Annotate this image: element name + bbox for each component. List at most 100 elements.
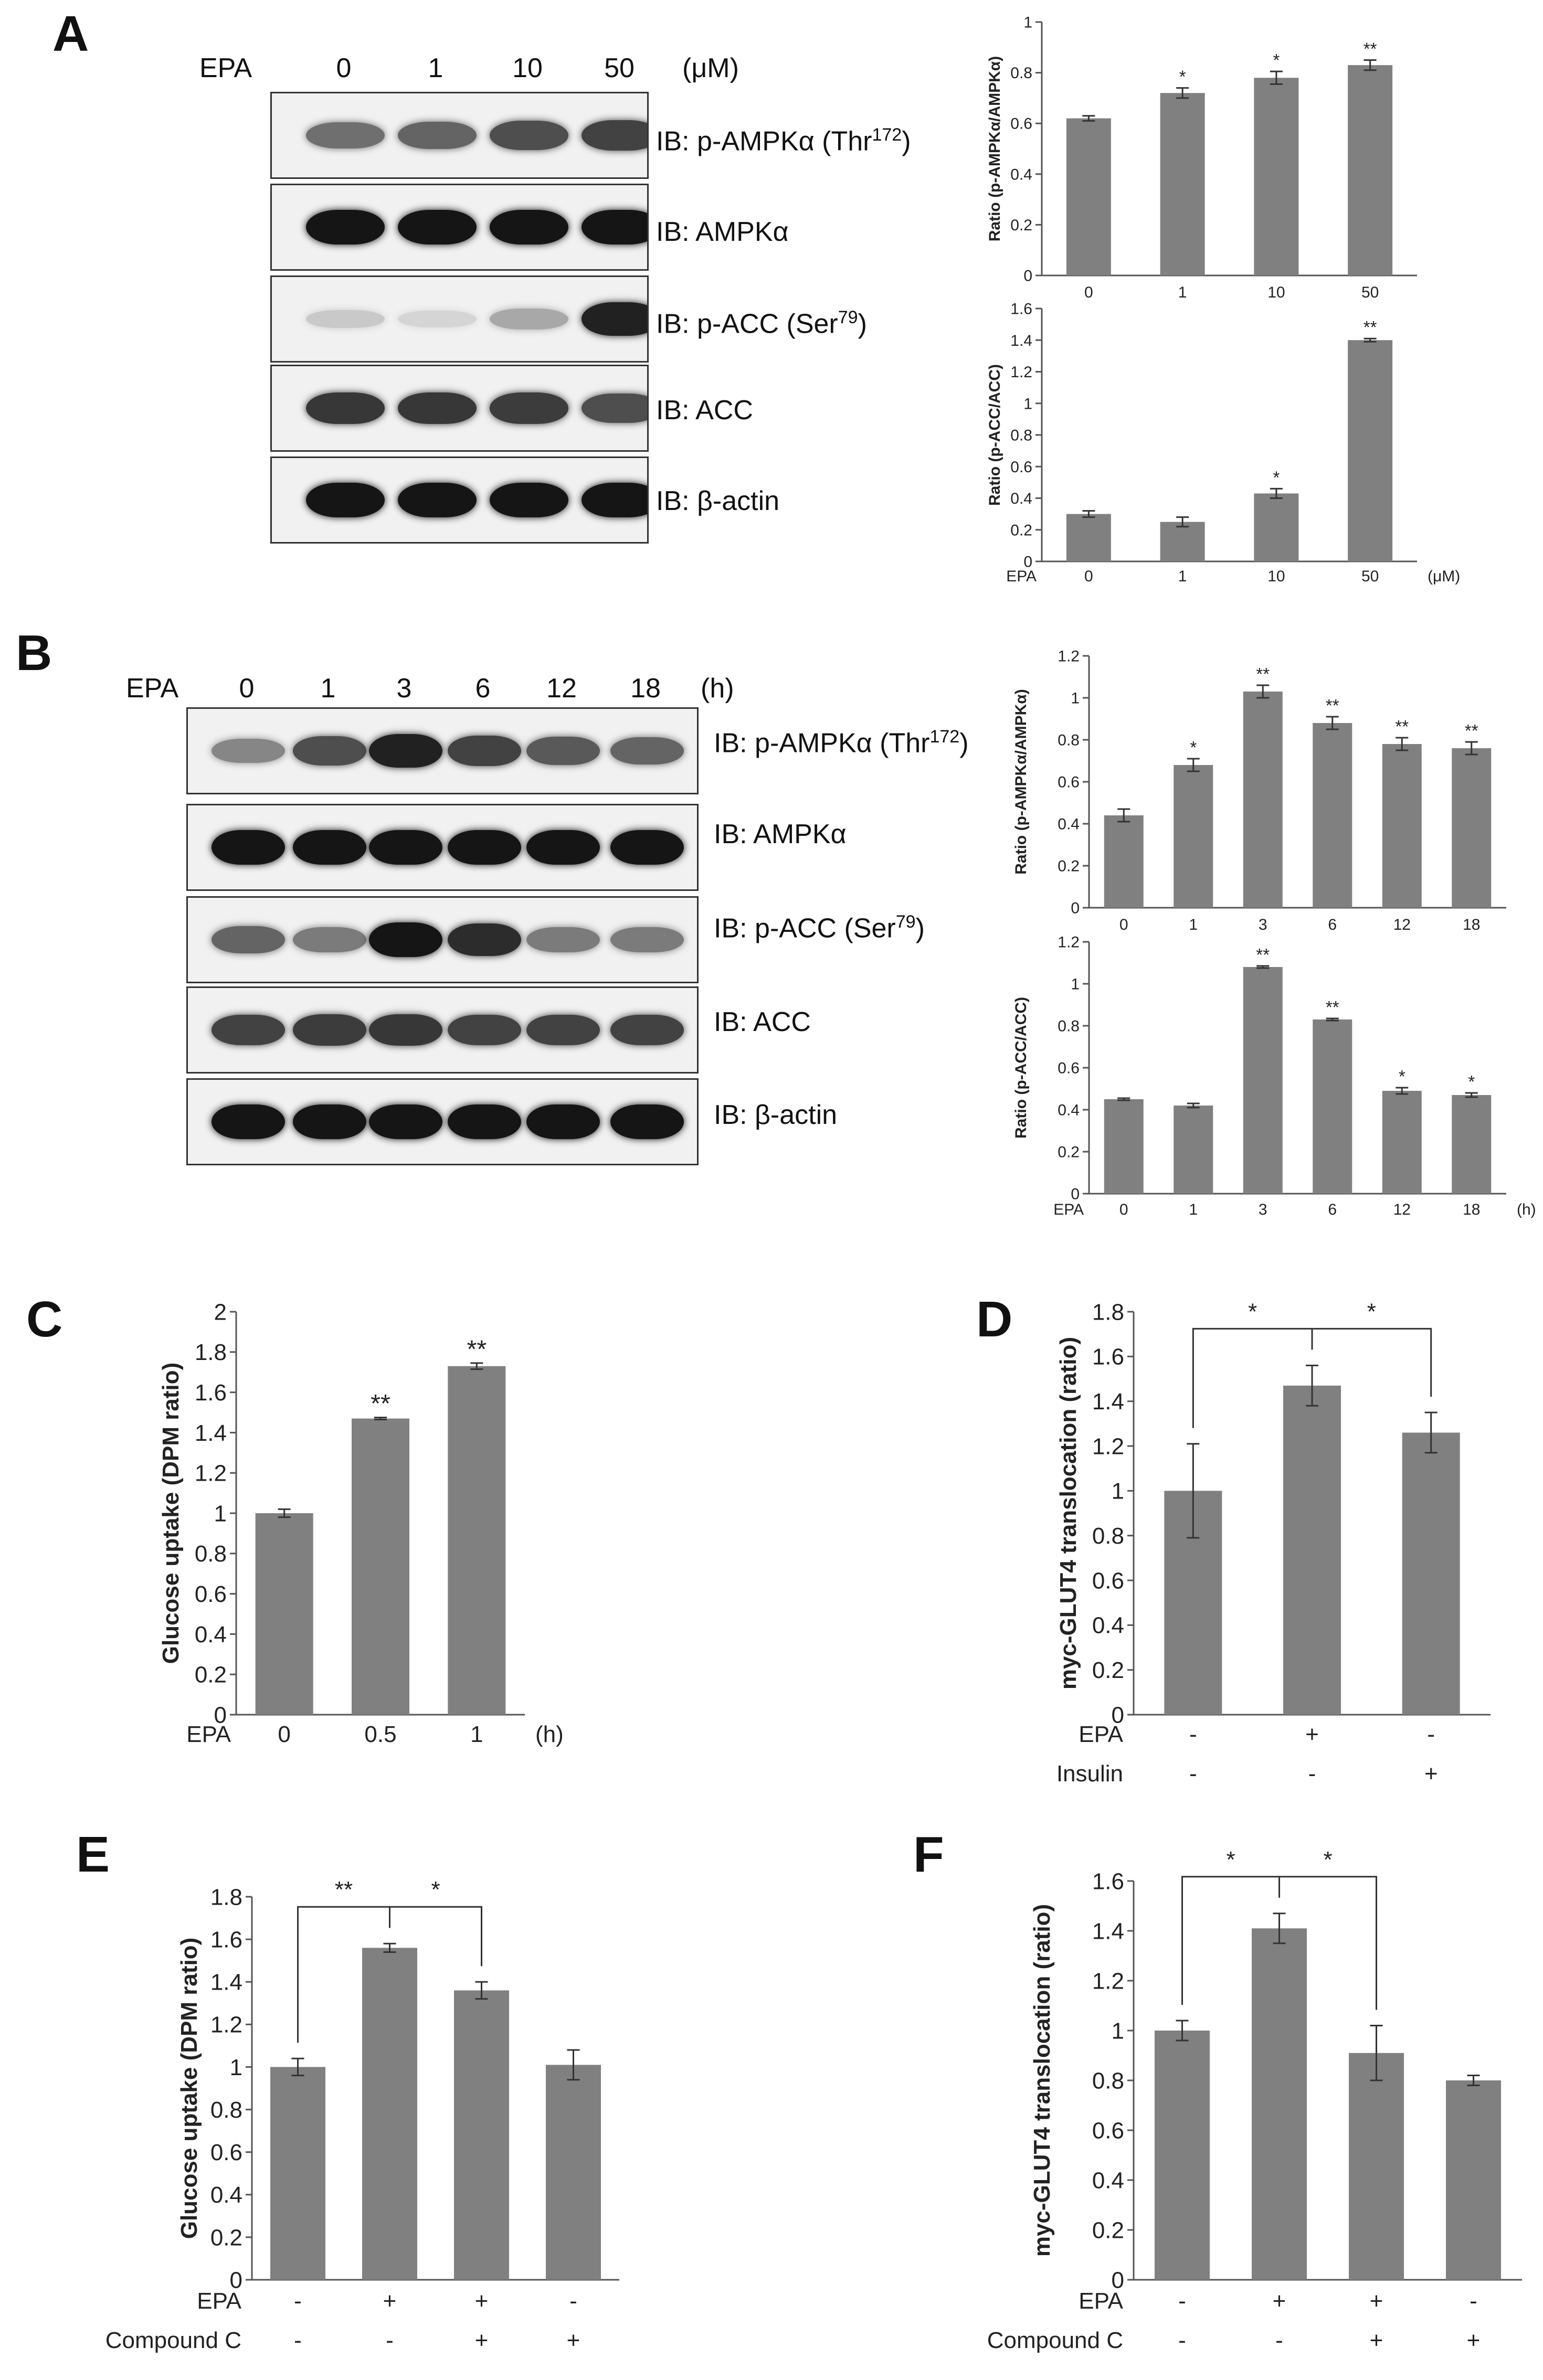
blot-b-band — [212, 830, 285, 865]
blot-a-band — [306, 392, 385, 424]
chart-a-bottom-significance-star: * — [1273, 468, 1280, 487]
chart-a-bottom-x-tick-label: 1 — [1178, 568, 1187, 585]
chart-b-top-y-tick-label: 0.4 — [1058, 816, 1080, 833]
chart-e-bar — [546, 2065, 601, 2280]
chart-b-bottom-bar — [1452, 1095, 1492, 1194]
blot-b-band — [448, 830, 521, 865]
blot-b-band — [212, 1015, 285, 1045]
chart-b-top-y-tick-label: 0 — [1071, 900, 1080, 917]
chart-b-bottom-x-tick-label: 6 — [1328, 1201, 1337, 1218]
blot-b-band — [369, 734, 442, 768]
chart-f-condition-sign: + — [1370, 2288, 1383, 2314]
chart-c-y-axis-label: Glucose uptake (DPM ratio) — [158, 1363, 184, 1664]
chart-f-significance-bracket — [1278, 1876, 1377, 2010]
chart-b-top-x-tick-label: 18 — [1463, 916, 1480, 933]
chart-c-bar — [448, 1366, 506, 1715]
blot-b-band — [293, 1014, 366, 1046]
blot-a-band — [490, 210, 568, 245]
chart-a-bottom-x-tick-label: 50 — [1361, 568, 1379, 585]
blot-b-band — [293, 736, 366, 766]
chart-b-bottom-x-tick-label: 1 — [1189, 1201, 1198, 1218]
blot-a-membrane-row — [270, 365, 649, 452]
chart-b-bottom-y-tick-label: 0.8 — [1058, 1018, 1080, 1035]
chart-e-condition-sign: + — [383, 2288, 397, 2314]
chart-a-top-y-tick-label: 0.2 — [1010, 217, 1032, 234]
blot-b-ib-label: IB: p-ACC (Ser79) — [714, 912, 925, 944]
chart-c-bar — [255, 1513, 313, 1715]
chart-d-condition-sign: - — [1427, 1722, 1435, 1747]
chart-d-condition-sign: - — [1308, 1761, 1316, 1787]
chart-e-y-tick-label: 1.2 — [210, 2012, 242, 2038]
blot-b-band — [610, 830, 684, 865]
chart-e-significance-label: ** — [335, 1877, 353, 1903]
blot-a-band — [306, 122, 385, 148]
chart-f-condition-name: EPA — [1079, 2288, 1123, 2314]
chart-f-significance-label: * — [1323, 1847, 1332, 1873]
chart-e-condition-name: Compound C — [105, 2328, 241, 2353]
blot-a-lane-label: 0 — [336, 53, 352, 83]
blot-b-unit-label: (h) — [701, 673, 734, 704]
chart-d-y-tick-label: 0.4 — [1092, 1613, 1124, 1639]
blot-a-band — [490, 121, 568, 150]
chart-f-bar — [1349, 2053, 1404, 2280]
chart-b-top-bar — [1313, 723, 1352, 908]
chart-f-condition-sign: + — [1467, 2328, 1481, 2353]
chart-c-y-tick-label: 1.2 — [195, 1461, 227, 1486]
chart-a-top-y-tick-label: 0.6 — [1010, 115, 1032, 133]
blot-b-band — [526, 1015, 600, 1045]
blot-a-band — [398, 392, 477, 424]
chart-e-condition-sign: - — [386, 2328, 394, 2353]
chart-a-top-x-tick-label: 0 — [1084, 284, 1093, 301]
chart-e-bar — [362, 1948, 417, 2280]
chart-b-top-significance-star: ** — [1395, 717, 1409, 736]
blot-b-band — [448, 736, 521, 766]
chart-f-condition-sign: + — [1273, 2288, 1286, 2314]
chart-c-x-tick-label: 1 — [470, 1722, 483, 1747]
blot-b-band — [369, 922, 442, 957]
blot-b-band — [526, 737, 600, 765]
chart-d-condition-sign: - — [1189, 1761, 1197, 1787]
chart-d-y-tick-label: 0.8 — [1092, 1523, 1124, 1549]
chart-d-y-axis-label: myc-GLUT4 translocation (ratio) — [1055, 1337, 1081, 1690]
chart-a-bottom-bar — [1160, 522, 1205, 561]
chart-e-y-tick-label: 1 — [230, 2055, 242, 2080]
blot-b-membrane-row — [186, 896, 699, 983]
blot-b-ib-label: IB: β-actin — [714, 1100, 838, 1130]
chart-f-condition-sign: - — [1470, 2288, 1477, 2314]
chart-f-y-tick-label: 0.8 — [1092, 2068, 1124, 2094]
chart-d-y-tick-label: 0.2 — [1092, 1658, 1124, 1683]
chart-d-condition-sign: + — [1424, 1761, 1438, 1787]
chart-a-top-y-axis-label: Ratio (p-AMPKα/AMPKα) — [986, 56, 1003, 242]
blot-b-band — [526, 927, 600, 952]
chart-f-condition-sign: - — [1178, 2288, 1186, 2314]
blot-b-band — [610, 927, 684, 952]
chart-c-y-tick-label: 0.6 — [195, 1581, 227, 1607]
chart-d-condition-sign: - — [1189, 1722, 1197, 1747]
chart-b-bottom-significance-star: ** — [1256, 945, 1270, 964]
chart-b-bottom-y-tick-label: 0 — [1071, 1186, 1080, 1203]
chart-e-y-tick-label: 1.6 — [210, 1927, 242, 1953]
chart-d-y-tick-label: 1.6 — [1092, 1344, 1124, 1370]
blot-a-ib-label: IB: p-ACC (Ser79) — [656, 307, 867, 339]
blot-a-band — [306, 483, 385, 517]
chart-d-y-tick-label: 1.4 — [1092, 1389, 1124, 1415]
chart-b-bottom-significance-star: ** — [1326, 997, 1339, 1017]
blot-b-lane-label: 0 — [239, 673, 255, 704]
blot-a-lane-label: 50 — [604, 53, 635, 83]
blot-a-membrane-row — [270, 456, 649, 544]
chart-f-y-tick-label: 0 — [1112, 2267, 1124, 2293]
blot-a-band — [398, 483, 477, 517]
chart-a-bottom-y-tick-label: 1.6 — [1010, 301, 1032, 318]
chart-a-bottom-y-tick-label: 0.6 — [1010, 459, 1032, 476]
chart-a-top-y-tick-label: 1 — [1023, 14, 1032, 31]
chart-b-top-bar — [1174, 765, 1213, 908]
chart-b-top-significance-star: ** — [1256, 664, 1270, 684]
blot-b-band — [212, 1104, 285, 1139]
chart-f-y-axis-label: myc-GLUT4 translocation (ratio) — [1029, 1904, 1055, 2257]
chart-e-y-axis-label: Glucose uptake (DPM ratio) — [176, 1938, 202, 2239]
chart-e-condition-sign: + — [567, 2328, 580, 2353]
chart-d-significance-label: * — [1248, 1299, 1257, 1324]
blot-b-band — [610, 737, 684, 764]
chart-e-condition-sign: - — [294, 2328, 302, 2353]
